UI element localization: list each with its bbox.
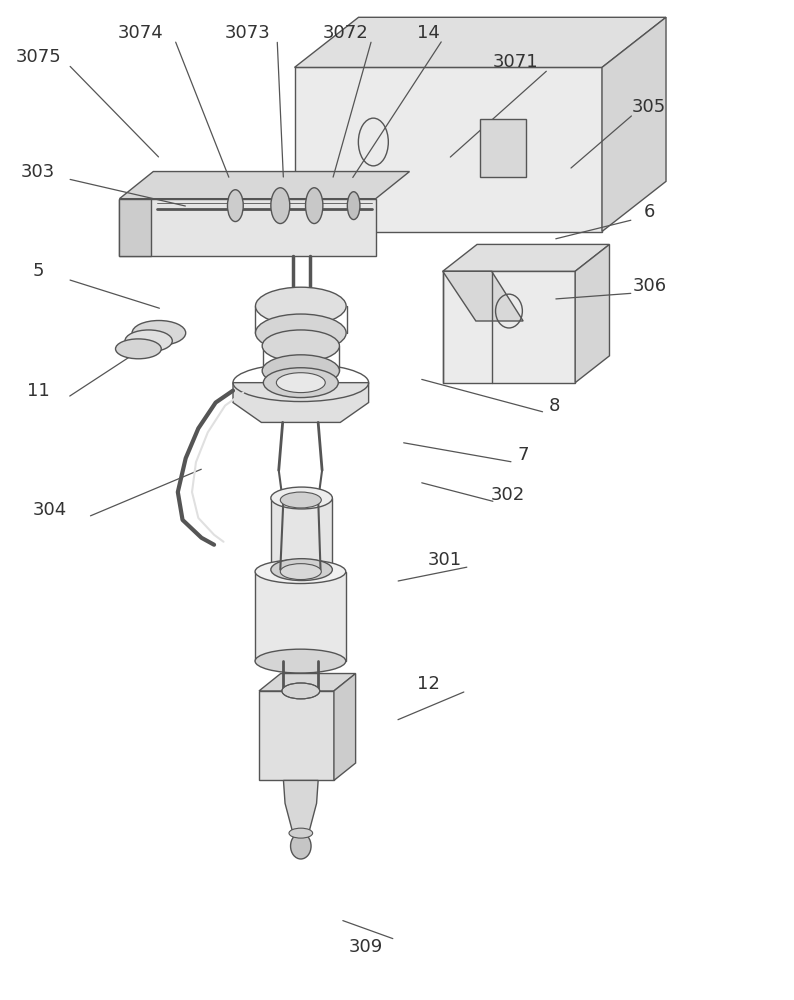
Ellipse shape [264,368,338,398]
Ellipse shape [306,188,323,224]
Text: 305: 305 [632,98,666,116]
Text: 3071: 3071 [492,53,538,71]
Polygon shape [443,244,610,271]
Ellipse shape [271,188,290,224]
Ellipse shape [125,330,172,352]
Ellipse shape [256,314,346,352]
Polygon shape [283,780,318,833]
Text: 5: 5 [33,262,44,280]
Ellipse shape [271,487,333,509]
Ellipse shape [255,649,345,673]
Ellipse shape [347,192,360,220]
Text: 301: 301 [427,551,461,569]
Polygon shape [233,383,368,422]
Ellipse shape [280,492,322,508]
Text: 7: 7 [518,446,529,464]
Polygon shape [259,691,334,780]
Ellipse shape [262,355,340,387]
Text: 14: 14 [417,24,440,42]
Text: 3075: 3075 [15,48,61,66]
Polygon shape [295,17,666,67]
Polygon shape [443,271,523,321]
Text: 304: 304 [33,501,67,519]
Text: 303: 303 [21,163,56,181]
Ellipse shape [115,339,161,359]
Polygon shape [119,199,376,256]
Polygon shape [575,244,610,383]
Polygon shape [119,199,151,256]
Polygon shape [602,17,666,232]
Text: 302: 302 [490,486,525,504]
Ellipse shape [282,683,320,699]
Polygon shape [259,674,356,691]
Text: 12: 12 [417,675,440,693]
Text: 306: 306 [632,277,666,295]
Polygon shape [295,67,602,232]
Ellipse shape [255,560,345,584]
Text: 8: 8 [549,397,561,415]
Ellipse shape [132,321,186,345]
Ellipse shape [289,828,313,838]
Polygon shape [334,674,356,780]
Polygon shape [119,172,410,199]
Circle shape [291,833,311,859]
Ellipse shape [262,330,340,362]
Ellipse shape [276,373,326,393]
Text: 11: 11 [27,382,50,400]
Bar [255,572,345,661]
Text: 6: 6 [644,203,655,221]
Text: 3072: 3072 [323,24,368,42]
Ellipse shape [271,559,333,581]
Ellipse shape [280,564,322,580]
Text: 3073: 3073 [225,24,270,42]
Polygon shape [480,119,526,177]
Text: 3074: 3074 [118,24,164,42]
Polygon shape [443,271,575,383]
Bar [271,498,333,570]
Ellipse shape [256,287,346,325]
Text: 309: 309 [349,938,383,956]
Ellipse shape [228,190,243,222]
